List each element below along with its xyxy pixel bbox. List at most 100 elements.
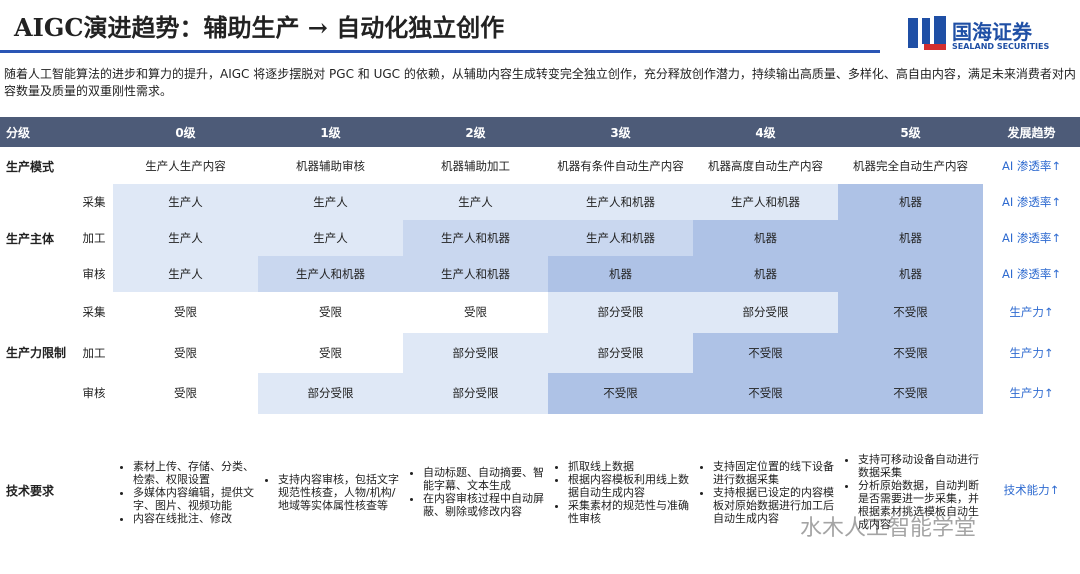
- tech-list: 自动标题、自动摘要、智能字幕、文本生成在内容审核过程中自动屏蔽、剔除或修改内容: [407, 466, 544, 518]
- sub-label: 加工: [82, 345, 106, 360]
- table-cell: 生产人和机器: [548, 184, 693, 220]
- table-cell: 生产人和机器: [403, 220, 548, 256]
- tech-item: 分析原始数据，自动判断是否需要进一步采集，并根据素材挑选模板自动生成内容: [858, 479, 979, 531]
- row-label: 技术要求: [6, 483, 55, 498]
- sub-label: 审核: [82, 386, 106, 401]
- table-cell: 生产人: [113, 256, 258, 292]
- tech-item: 支持固定位置的线下设备进行数据采集: [713, 460, 834, 486]
- table-cell: 生产人和机器: [693, 184, 838, 220]
- tech-item: 支持根据已设定的内容模板对原始数据进行加工后自动生成内容: [713, 486, 834, 525]
- sub-label: 加工: [82, 231, 106, 245]
- sub-label: 审核: [82, 267, 106, 281]
- table-cell: 生产人: [258, 184, 403, 220]
- trend-cell: 技术能力↑: [1003, 483, 1060, 497]
- title-underline: [0, 50, 880, 53]
- tech-cell: 素材上传、存储、分类、检索、权限设置多媒体内容编辑，提供文字、图片、视频功能内容…: [117, 452, 254, 532]
- row-label: 生产模式: [6, 159, 55, 174]
- trend-cell: 生产力↑: [1009, 386, 1054, 401]
- table-cell: 受限: [258, 292, 403, 333]
- table-cell: 生产人和机器: [403, 256, 548, 292]
- header-cell: 3级: [548, 117, 693, 147]
- intro: 随着人工智能算法的进步和算力的提升，AIGC 将逐步摆脱对 PGC 和 UGC …: [4, 67, 1076, 98]
- tech-item: 素材上传、存储、分类、检索、权限设置: [133, 460, 254, 486]
- header-cell: 4级: [693, 117, 838, 147]
- trend-cell: AI 渗透率↑: [1001, 159, 1062, 173]
- header-cell: 分级: [0, 117, 75, 147]
- table-cell: 生产人: [258, 220, 403, 256]
- table-cell: 生产人和机器: [258, 256, 403, 292]
- table-cell: 受限: [113, 332, 258, 373]
- table-cell: 不受限: [548, 373, 693, 414]
- tech-item: 抓取线上数据: [568, 460, 689, 473]
- table-cell: 受限: [258, 332, 403, 373]
- table-cell: 生产人: [113, 184, 258, 220]
- table-cell: 机器: [548, 256, 693, 292]
- table-cell: 机器: [838, 220, 983, 256]
- table-cell: 受限: [113, 292, 258, 333]
- header-cell: 5级: [838, 117, 983, 147]
- table-cell: 不受限: [838, 292, 983, 333]
- tech-item: 根据内容模板利用线上数据自动生成内容: [568, 473, 689, 499]
- logo-subtitle: SEALAND SECURITIES: [952, 42, 1050, 51]
- table-cell: 不受限: [693, 332, 838, 373]
- table-cell: 不受限: [838, 332, 983, 373]
- trend-cell: AI 渗透率↑: [1001, 267, 1062, 281]
- table-cell: 机器: [693, 256, 838, 292]
- tech-cell: 支持可移动设备自动进行数据采集分析原始数据，自动判断是否需要进一步采集，并根据素…: [842, 452, 979, 532]
- header-cell: 1级: [258, 117, 403, 147]
- tech-item: 在内容审核过程中自动屏蔽、剔除或修改内容: [423, 492, 544, 518]
- logo-name: 国海证券: [952, 20, 1032, 44]
- table-cell: 机器有条件自动生产内容: [557, 159, 684, 173]
- table-cell: 机器: [838, 184, 983, 220]
- table-cell: 生产人和机器: [548, 220, 693, 256]
- logo-icon: [908, 16, 946, 50]
- tech-item: 支持内容审核，包括文字规范性核查，人物/机构/地域等实体属性核查等: [278, 473, 399, 512]
- group-label: 生产力限制: [6, 346, 67, 361]
- sub-label: 采集: [82, 305, 106, 320]
- table-cell: 机器辅助审核: [296, 159, 365, 173]
- table-cell: 不受限: [693, 373, 838, 414]
- table-cell: 部分受限: [258, 373, 403, 414]
- title: AIGC演进趋势：辅助生产 → 自动化独立创作: [14, 13, 505, 42]
- tech-list: 支持内容审核，包括文字规范性核查，人物/机构/地域等实体属性核查等: [262, 473, 399, 512]
- trend-cell: AI 渗透率↑: [1001, 231, 1062, 245]
- tech-list: 素材上传、存储、分类、检索、权限设置多媒体内容编辑，提供文字、图片、视频功能内容…: [117, 460, 254, 525]
- tech-cell: 抓取线上数据根据内容模板利用线上数据自动生成内容采集素材的规范性与准确性审核: [552, 452, 689, 532]
- table-cell: 部分受限: [693, 292, 838, 333]
- table-cell: 生产人生产内容: [145, 159, 226, 173]
- table-cell: 机器辅助加工: [441, 159, 510, 173]
- table-cell: 部分受限: [548, 292, 693, 333]
- tech-list: 支持可移动设备自动进行数据采集分析原始数据，自动判断是否需要进一步采集，并根据素…: [842, 453, 979, 531]
- table-cell: 生产人: [403, 184, 548, 220]
- table-cell: 机器高度自动生产内容: [708, 159, 823, 173]
- tech-list: 支持固定位置的线下设备进行数据采集支持根据已设定的内容模板对原始数据进行加工后自…: [697, 460, 834, 525]
- table-cell: 生产人: [113, 220, 258, 256]
- trend-cell: 生产力↑: [1009, 305, 1054, 320]
- tech-list: 抓取线上数据根据内容模板利用线上数据自动生成内容采集素材的规范性与准确性审核: [552, 460, 689, 525]
- tech-cell: 自动标题、自动摘要、智能字幕、文本生成在内容审核过程中自动屏蔽、剔除或修改内容: [407, 452, 544, 532]
- trend-cell: AI 渗透率↑: [1001, 195, 1062, 209]
- tech-item: 自动标题、自动摘要、智能字幕、文本生成: [423, 466, 544, 492]
- group-label: 生产主体: [6, 231, 55, 246]
- header-cell: 2级: [403, 117, 548, 147]
- watermark: 水木人工智能学堂: [800, 516, 977, 541]
- tech-cell: 支持内容审核，包括文字规范性核查，人物/机构/地域等实体属性核查等: [262, 452, 399, 532]
- table-cell: 机器: [693, 220, 838, 256]
- tech-cell: 支持固定位置的线下设备进行数据采集支持根据已设定的内容模板对原始数据进行加工后自…: [697, 452, 834, 532]
- table-cell: 机器: [838, 256, 983, 292]
- trend-cell: 生产力↑: [1009, 345, 1054, 360]
- table-cell: 部分受限: [403, 332, 548, 373]
- tech-item: 多媒体内容编辑，提供文字、图片、视频功能: [133, 486, 254, 512]
- table-cell: 部分受限: [403, 373, 548, 414]
- tech-item: 支持可移动设备自动进行数据采集: [858, 453, 979, 479]
- sub-label: 采集: [82, 195, 106, 209]
- tech-item: 内容在线批注、修改: [133, 512, 254, 525]
- table-cell: 受限: [113, 373, 258, 414]
- table-cell: 受限: [403, 292, 548, 333]
- header-cell: 发展趋势: [983, 117, 1080, 147]
- table-cell: 不受限: [838, 373, 983, 414]
- header-cell: 0级: [113, 117, 258, 147]
- table-cell: 部分受限: [548, 332, 693, 373]
- table-cell: 机器完全自动生产内容: [853, 159, 968, 173]
